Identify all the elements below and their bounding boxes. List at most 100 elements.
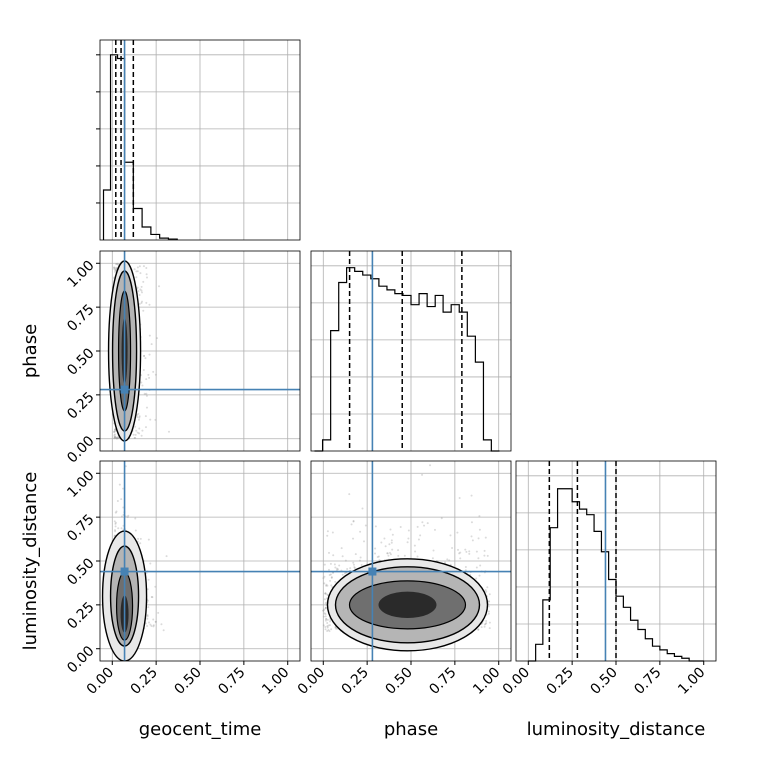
scatter-point [360,563,363,566]
scatter-point [391,533,394,536]
scatter-point [144,357,147,360]
scatter-point [113,268,116,271]
scatter-point [419,534,422,537]
scatter-point [143,355,146,358]
scatter-point [140,381,143,384]
scatter-point [116,262,119,265]
scatter-point [458,497,461,500]
scatter-point [397,549,400,552]
scatter-point [390,539,393,542]
scatter-point [138,303,141,306]
x-tick-label: 0.00 [84,665,117,698]
scatter-point [139,272,142,275]
scatter-point [386,552,389,555]
scatter-point [115,436,118,439]
scatter-point [325,583,328,586]
scatter-point [326,625,329,628]
scatter-point [147,606,150,609]
scatter-point [388,543,391,546]
scatter-point [148,376,151,379]
scatter-point [335,567,338,570]
scatter-point [322,609,325,612]
scatter-point [137,418,140,421]
scatter-point [114,522,117,525]
scatter-point [145,406,148,409]
scatter-point [459,551,462,554]
scatter-point [380,541,383,544]
x-tick-label: 0.50 [587,665,620,698]
scatter-point [114,428,117,431]
scatter-point [120,527,123,530]
scatter-point [146,617,149,620]
scatter-point [475,550,478,553]
scatter-point [350,523,353,526]
scatter-point [330,584,333,587]
scatter-point [457,548,460,551]
scatter-point [324,607,327,610]
scatter-point [145,394,148,397]
scatter-point [113,437,116,440]
y-tick-label: 1.00 [64,468,97,501]
scatter-point [324,619,327,622]
scatter-point [139,537,142,540]
scatter-point [440,517,443,520]
scatter-point [140,301,143,304]
scatter-point [328,630,331,633]
scatter-panel-geocent_time-phase [99,250,301,452]
scatter-point [162,629,165,632]
scatter-point [138,416,141,419]
scatter-point [361,507,364,510]
scatter-point [325,618,328,621]
scatter-point [154,418,157,421]
scatter-point [142,309,145,312]
scatter-point [142,280,145,283]
scatter-point [341,573,344,576]
scatter-point [477,628,480,631]
scatter-point [388,551,391,554]
scatter-point [120,515,123,518]
scatter-point [374,547,377,550]
scatter-point [488,593,491,596]
axes-frame [310,250,512,452]
scatter-point [325,584,328,587]
scatter-point [113,430,116,433]
scatter-point [149,562,152,565]
scatter-point [449,534,452,537]
x-tick-label: 1.00 [259,665,292,698]
scatter-point [145,267,148,270]
x-axis-label-phase: phase [384,719,438,740]
scatter-point [140,285,143,288]
scatter-point [421,473,424,476]
scatter-point [352,519,355,522]
scatter-point [152,625,155,628]
scatter-point [135,276,138,279]
scatter-point [116,437,119,440]
scatter-point [154,585,157,588]
scatter-point [323,582,326,585]
scatter-point [323,575,326,578]
scatter-point [326,629,329,632]
scatter-point [325,606,328,609]
scatter-point [389,553,392,556]
scatter-point [146,599,149,602]
scatter-point [334,580,337,583]
scatter-point [143,392,146,395]
scatter-point [167,430,170,433]
scatter-point [480,626,483,629]
scatter-point [478,515,481,518]
scatter-point [152,624,155,627]
scatter-point [432,549,435,552]
scatter-point [160,623,163,626]
scatter-point [362,540,365,543]
scatter-point [141,429,144,432]
scatter-point [378,559,381,562]
scatter-point [324,592,327,595]
scatter-point [133,437,136,440]
histogram-panel-luminosity_distance [515,460,717,662]
scatter-point [328,624,331,627]
scatter-point [139,288,142,291]
scatter-point [344,559,347,562]
scatter-point [364,524,367,527]
scatter-point [324,613,327,616]
